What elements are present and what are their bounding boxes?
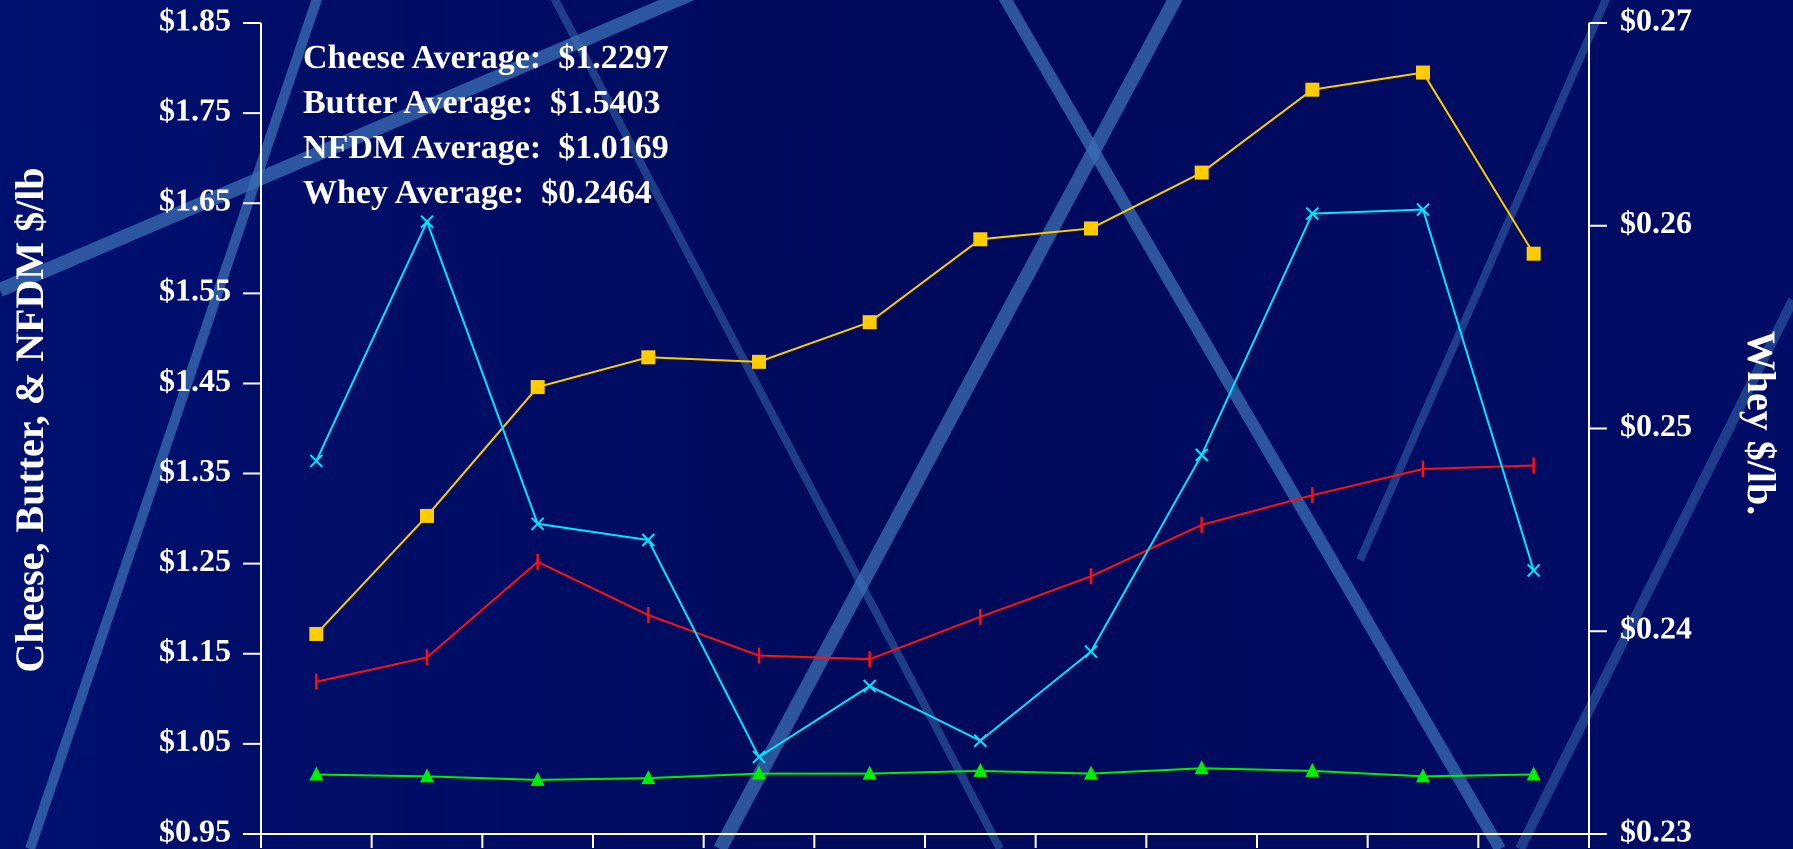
y-tick-label: $1.75 (159, 91, 231, 127)
y2-tick-label: $0.23 (1620, 812, 1692, 848)
marker (862, 765, 877, 780)
annotation: Butter Average: $1.5403 (303, 84, 661, 121)
y-tick-label: $1.15 (159, 632, 231, 668)
marker (1194, 760, 1209, 775)
y-tick-label: $1.45 (159, 362, 231, 398)
y-tick-label: $0.95 (159, 812, 231, 848)
marker (1526, 563, 1541, 578)
marker (641, 350, 656, 365)
marker (1305, 762, 1320, 777)
marker (1084, 221, 1098, 236)
y2-tick-label: $0.27 (1620, 1, 1692, 37)
series-line (316, 464, 1534, 683)
marker (309, 766, 324, 781)
y-tick-label: $1.25 (159, 542, 231, 578)
marker (1416, 202, 1430, 217)
marker (862, 679, 877, 693)
y-tick-label: $1.35 (159, 452, 231, 488)
y2-tick-label: $0.26 (1620, 204, 1692, 240)
marker (530, 517, 545, 531)
marker (420, 508, 434, 523)
marker (1416, 65, 1430, 80)
marker (641, 770, 656, 785)
y-axis-title: Cheese, Butter, & NFDM $/lb (7, 167, 52, 672)
marker (1084, 765, 1098, 780)
annotation: NFDM Average: $1.0169 (303, 129, 669, 166)
marker (530, 771, 545, 786)
annotation: Whey Average: $0.2464 (303, 174, 652, 211)
marker (752, 354, 766, 369)
marker (862, 315, 877, 330)
marker (752, 750, 766, 764)
series-line (315, 208, 1535, 759)
marker (1305, 206, 1320, 221)
marker (530, 380, 545, 395)
series-line (316, 767, 1534, 781)
y2-tick-label: $0.24 (1620, 610, 1692, 646)
y-tick-label: $1.65 (159, 182, 231, 218)
y-tick-label: $1.55 (159, 272, 231, 308)
series-line (315, 71, 1535, 635)
marker (1416, 768, 1430, 783)
marker (420, 768, 434, 783)
marker (973, 232, 988, 247)
marker (309, 626, 324, 641)
marker (1305, 82, 1320, 97)
y-tick-label: $1.05 (159, 722, 231, 758)
annotation: Cheese Average: $1.2297 (303, 39, 669, 76)
marker (1194, 448, 1209, 462)
marker (309, 454, 324, 468)
y2-axis-title: Whey $/lb. (1739, 331, 1784, 515)
y-tick-label: $1.85 (159, 1, 231, 37)
marker (973, 762, 988, 777)
marker (1194, 165, 1209, 180)
marker (752, 765, 766, 780)
marker (1084, 644, 1098, 659)
marker (641, 533, 656, 547)
marker (420, 214, 434, 229)
marker (973, 734, 988, 748)
marker (1526, 246, 1541, 261)
marker (1526, 766, 1541, 781)
y2-tick-label: $0.25 (1620, 407, 1692, 443)
